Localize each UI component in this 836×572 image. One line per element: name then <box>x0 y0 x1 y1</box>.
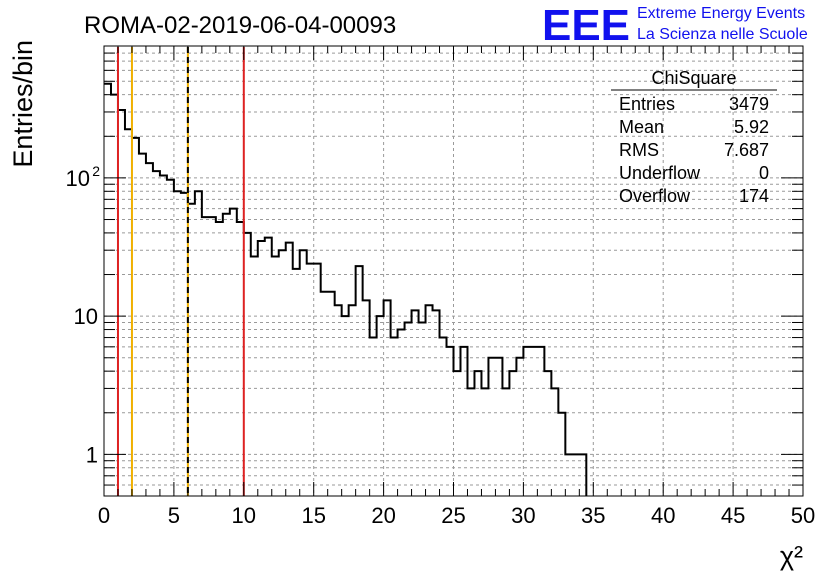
x-tick-label: 15 <box>301 503 325 528</box>
axis-ticks <box>103 45 804 497</box>
histogram-bin <box>160 176 167 496</box>
stats-row-value: 7.687 <box>724 140 769 160</box>
histogram-bin <box>544 371 551 496</box>
histogram-bin <box>139 154 146 496</box>
histogram-bin <box>258 241 265 496</box>
histogram-bin <box>440 338 447 496</box>
histogram-bin <box>174 191 181 496</box>
x-tick-label: 0 <box>98 503 110 528</box>
histogram-bin <box>474 371 481 496</box>
y-axis-label: Entries/bin <box>8 40 38 168</box>
run-title: ROMA-02-2019-06-04-00093 <box>84 12 396 39</box>
x-tick-label: 50 <box>791 503 815 528</box>
histogram-bin <box>216 222 223 496</box>
x-tick-labels: 0 5 10 15 20 25 30 35 40 45 50 <box>98 503 815 528</box>
histogram <box>104 82 588 496</box>
y-tick-label: 10 <box>74 304 98 329</box>
y-tick-label: 10 <box>66 166 90 191</box>
histogram-bin <box>293 269 300 496</box>
histogram-bin <box>509 371 516 496</box>
histogram-bin <box>419 322 426 496</box>
histogram-bin <box>118 110 125 496</box>
eee-logo: EEE <box>542 1 630 50</box>
x-tick-label: 25 <box>441 503 465 528</box>
stats-row-label: Mean <box>619 117 664 137</box>
histogram-bin <box>188 204 195 496</box>
eee-tagline-1: Extreme Energy Events <box>637 5 805 22</box>
histogram-bin <box>488 358 495 496</box>
y-tick-label: 1 <box>86 442 98 467</box>
stats-box: ChiSquare Entries 3479 Mean 5.92 RMS 7.687 Und… <box>611 68 777 206</box>
grid <box>104 45 803 497</box>
histogram-bin <box>405 322 412 496</box>
histogram-bin <box>195 191 202 496</box>
histogram-bin <box>502 388 509 496</box>
x-tick-label: 5 <box>168 503 180 528</box>
histogram-bin <box>454 371 461 496</box>
x-tick-label: 45 <box>721 503 745 528</box>
stats-row-label: RMS <box>619 140 659 160</box>
histogram-bin <box>251 257 258 496</box>
eee-tagline-2: La Scienza nelle Scuole <box>637 26 808 43</box>
histogram-bin <box>237 222 244 496</box>
histogram-bin <box>495 358 502 496</box>
histogram-bin <box>356 266 363 496</box>
histogram-bin <box>530 347 537 496</box>
stats-row-label: Overflow <box>619 186 691 206</box>
stats-row-value: 174 <box>739 186 769 206</box>
x-tick-label: 30 <box>511 503 535 528</box>
histogram-bin <box>265 238 272 496</box>
y-tick-label-exponent: 2 <box>92 163 100 179</box>
stats-row-label: Entries <box>619 94 675 114</box>
histogram-bin <box>230 209 237 496</box>
histogram-bin <box>370 338 377 496</box>
histogram-bin <box>551 388 558 496</box>
histogram-bin <box>223 214 230 496</box>
histogram-bin <box>111 95 118 496</box>
histogram-bars <box>104 82 588 496</box>
x-axis-label: χ² <box>780 541 803 571</box>
histogram-bin <box>300 250 307 496</box>
stats-rows: Entries 3479 Mean 5.92 RMS 7.687 Underflow 0 Ove… <box>619 94 769 206</box>
x-tick-label: 35 <box>581 503 605 528</box>
histogram-bin <box>104 84 111 496</box>
histogram-bin <box>279 250 286 496</box>
histogram-bin <box>181 193 188 496</box>
histogram-bin <box>447 347 454 496</box>
x-tick-label: 10 <box>232 503 256 528</box>
histogram-bin <box>467 388 474 496</box>
x-tick-label: 40 <box>651 503 675 528</box>
histogram-bin <box>342 316 349 496</box>
histogram-bin <box>523 347 530 496</box>
histogram-bin <box>516 358 523 496</box>
stats-row-value: 5.92 <box>734 117 769 137</box>
histogram-outline <box>104 82 588 496</box>
stats-row-label: Underflow <box>619 163 701 183</box>
stats-title: ChiSquare <box>651 68 736 88</box>
histogram-bin <box>460 347 467 496</box>
histogram-bin <box>377 316 384 496</box>
histogram-bin <box>391 338 398 496</box>
histogram-bin <box>244 233 251 496</box>
stats-row-value: 3479 <box>729 94 769 114</box>
histogram-bin <box>272 257 279 496</box>
histogram-bin <box>537 347 544 496</box>
histogram-bin <box>286 243 293 496</box>
cut-lines <box>116 47 245 496</box>
stats-row-value: 0 <box>759 163 769 183</box>
histogram-bin <box>481 388 488 496</box>
x-tick-label: 20 <box>371 503 395 528</box>
